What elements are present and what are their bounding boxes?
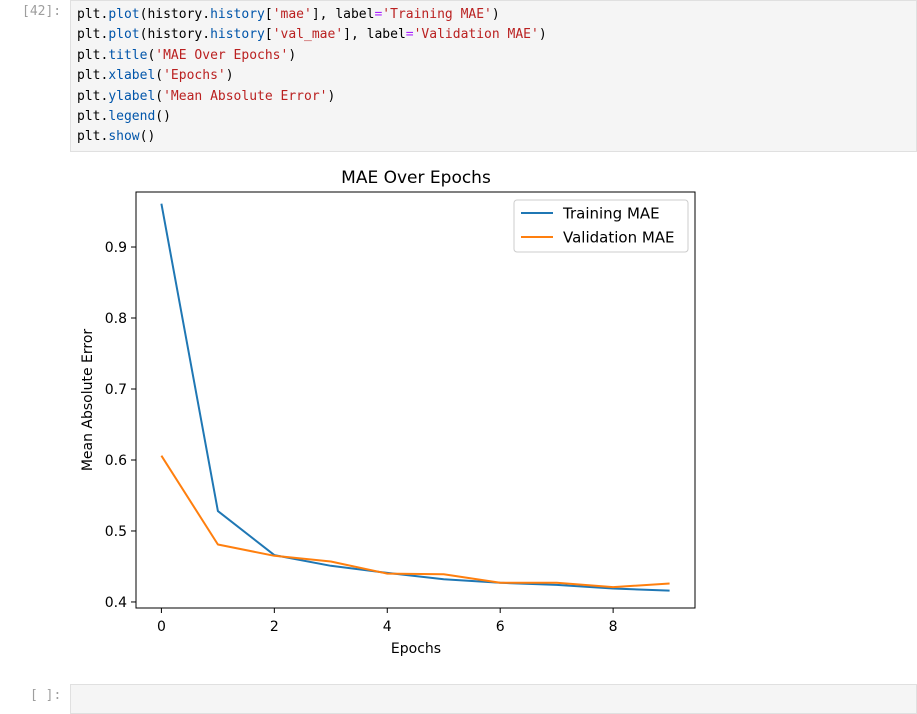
x-tick-label: 0 [157,619,166,635]
cell-prompt-42: [42]: [22,4,62,19]
code-token: plot [108,7,140,22]
legend-label-training: Training MAE [562,205,660,223]
code-token: ylabel [108,88,156,104]
cell-prompt-empty: [ ]: [30,688,62,703]
code-token: title [108,47,148,63]
code-token: 'mae' [272,7,312,22]
code-cell-input[interactable]: plt.plot(history.history['mae'], label='… [70,0,917,152]
code-token: (history [139,27,203,43]
code-token: 'Training MAE' [382,7,492,22]
code-line: plt.ylabel('Mean Absolute Error') [77,87,547,107]
code-token: 'val_mae' [272,27,344,43]
code-token: [ [264,27,273,43]
y-tick-label: 0.8 [105,311,127,327]
code-token: (history [139,7,203,22]
x-tick-label: 6 [496,619,505,635]
code-token: ( [155,68,164,84]
code-token: [ [264,7,273,22]
code-token: ) [225,68,234,84]
code-token: history [210,7,265,22]
code-token: ( [147,47,156,63]
code-token: () [139,129,156,145]
code-token: legend [108,108,156,124]
code-token: ) [288,47,297,63]
code-token: . [100,68,109,84]
code-line: plt.xlabel('Epochs') [77,66,547,86]
code-token: . [202,7,211,22]
code-token: . [100,108,109,124]
code-token: . [100,7,109,22]
code-lines: plt.plot(history.history['mae'], label='… [77,5,547,148]
code-token: show [108,129,140,145]
code-token: () [155,108,171,124]
series-line-validation-mae [160,455,670,589]
code-token: plt [77,7,101,22]
y-tick-label: 0.6 [105,453,127,469]
y-tick-label: 0.7 [105,382,127,398]
code-token: = [405,27,414,43]
code-token: plt [77,129,101,145]
code-token: . [100,129,109,145]
code-line: plt.show() [77,127,547,147]
code-token: history [210,27,265,43]
code-token: ( [155,88,164,104]
legend-box [513,199,689,253]
y-tick-label: 0.5 [105,524,127,540]
code-line: plt.plot(history.history['val_mae'], lab… [77,25,547,45]
series-lines [160,203,670,592]
code-token: 'Mean Absolute Error' [163,88,328,104]
x-axis-ticks: 0 2 4 6 8 [157,608,618,635]
code-token: . [202,27,211,43]
x-axis-label: Epochs [391,641,441,657]
series-line-training-mae [160,203,670,592]
code-token: ], label [343,27,406,43]
code-token: plot [108,27,140,43]
code-token: xlabel [108,68,156,84]
code-token: . [100,27,109,43]
code-token: = [374,7,383,22]
y-tick-label: 0.4 [105,595,127,611]
code-token: ) [538,27,547,43]
code-line: plt.plot(history.history['mae'], label='… [77,5,547,25]
code-line: plt.legend() [77,107,547,127]
code-line: plt.title('MAE Over Epochs') [77,46,547,66]
x-tick-label: 4 [383,619,392,635]
code-token: plt [77,68,101,84]
legend-label-validation: Validation MAE [563,229,675,247]
code-token: . [100,88,109,104]
x-tick-label: 8 [609,619,618,635]
code-token: . [100,47,109,63]
code-token: plt [77,88,101,104]
code-token: 'MAE Over Epochs' [155,47,289,63]
chart-axes-frame [135,191,696,609]
y-axis-label: Mean Absolute Error [80,329,96,472]
code-token: plt [77,108,101,124]
y-tick-label: 0.9 [105,240,127,256]
x-tick-label: 2 [270,619,279,635]
code-token: ) [327,88,336,104]
code-token: plt [77,47,101,63]
chart-title: MAE Over Epochs [341,168,491,188]
code-cell-empty[interactable] [70,684,917,714]
code-token: ) [491,7,500,22]
y-axis-ticks: 0.4 0.5 0.6 0.7 0.8 0.9 [105,240,136,611]
code-token: 'Validation MAE' [413,27,539,43]
code-token: plt [77,27,101,43]
code-token: 'Epochs' [163,68,226,84]
code-token: ], label [311,7,375,22]
chart-legend: Training MAE Validation MAE [513,199,689,253]
